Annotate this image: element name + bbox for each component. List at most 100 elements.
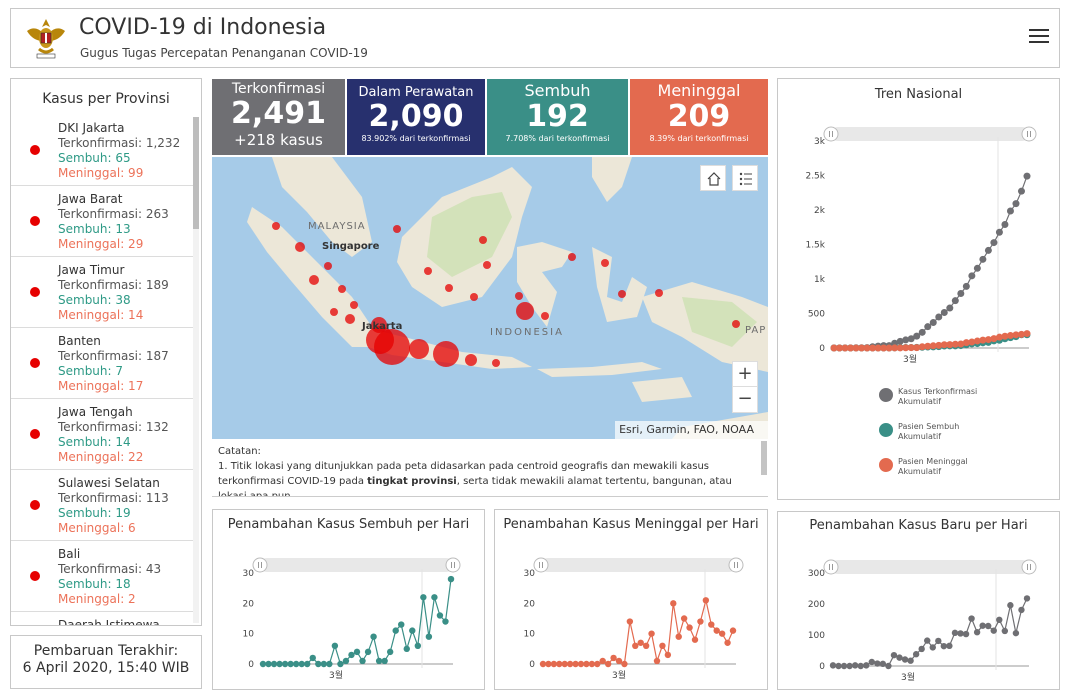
- data-point[interactable]: [420, 594, 427, 601]
- range-slider-track[interactable]: [541, 558, 736, 572]
- hamburger-menu-icon[interactable]: [1029, 25, 1049, 49]
- data-point[interactable]: [425, 633, 433, 640]
- case-marker[interactable]: [330, 308, 338, 316]
- data-point[interactable]: [287, 660, 294, 668]
- data-point[interactable]: [968, 615, 975, 622]
- data-point[interactable]: [315, 660, 322, 668]
- data-point[interactable]: [1023, 330, 1031, 338]
- data-point[interactable]: [841, 344, 849, 352]
- data-point[interactable]: [990, 239, 998, 247]
- legend-button[interactable]: [732, 165, 758, 191]
- data-point[interactable]: [852, 344, 860, 352]
- data-point[interactable]: [973, 264, 981, 272]
- data-point[interactable]: [984, 336, 992, 344]
- data-point[interactable]: [1012, 331, 1020, 339]
- case-marker[interactable]: [655, 289, 663, 297]
- data-point[interactable]: [874, 344, 882, 352]
- data-point[interactable]: [940, 309, 948, 317]
- data-point[interactable]: [1001, 332, 1009, 340]
- data-point[interactable]: [342, 657, 350, 665]
- data-point[interactable]: [885, 662, 892, 670]
- data-point[interactable]: [1007, 602, 1014, 609]
- data-point[interactable]: [561, 660, 568, 668]
- range-slider-start-handle[interactable]: [823, 126, 839, 142]
- case-marker[interactable]: [424, 267, 432, 275]
- data-point[interactable]: [924, 323, 932, 331]
- data-point[interactable]: [577, 660, 585, 668]
- range-slider-track[interactable]: [831, 560, 1029, 574]
- data-point[interactable]: [918, 328, 926, 336]
- data-point[interactable]: [653, 657, 661, 665]
- case-marker[interactable]: [409, 339, 429, 359]
- data-point[interactable]: [896, 344, 904, 352]
- data-point[interactable]: [670, 600, 677, 607]
- data-point[interactable]: [1023, 595, 1031, 602]
- data-point[interactable]: [642, 642, 650, 649]
- data-point[interactable]: [995, 228, 1003, 236]
- data-point[interactable]: [298, 660, 305, 668]
- data-point[interactable]: [907, 335, 915, 343]
- data-point[interactable]: [880, 344, 888, 352]
- data-point[interactable]: [890, 651, 898, 659]
- case-marker[interactable]: [324, 262, 332, 270]
- data-point[interactable]: [1001, 220, 1009, 228]
- case-marker[interactable]: [433, 341, 459, 367]
- case-marker[interactable]: [345, 314, 355, 324]
- data-point[interactable]: [885, 344, 893, 352]
- data-point[interactable]: [304, 660, 311, 668]
- data-point[interactable]: [879, 660, 887, 668]
- province-list-item[interactable]: Jawa Timur Terkonfirmasi: 189 Sembuh: 38 Me…: [11, 257, 195, 328]
- data-point[interactable]: [901, 656, 909, 663]
- data-point[interactable]: [621, 660, 628, 668]
- data-point[interactable]: [1018, 606, 1025, 614]
- data-point[interactable]: [292, 660, 300, 668]
- data-point[interactable]: [957, 289, 965, 297]
- data-point[interactable]: [675, 633, 682, 640]
- data-point[interactable]: [594, 660, 601, 668]
- data-point[interactable]: [1017, 330, 1025, 338]
- data-point[interactable]: [364, 648, 372, 656]
- data-point[interactable]: [913, 344, 921, 352]
- data-point[interactable]: [632, 642, 639, 649]
- case-marker[interactable]: [516, 302, 534, 320]
- data-point[interactable]: [996, 616, 1003, 624]
- range-slider-start-handle[interactable]: [823, 559, 839, 575]
- legend-swatch[interactable]: [879, 423, 893, 437]
- data-point[interactable]: [924, 342, 932, 350]
- trend-chart[interactable]: 0 500 1k 1.5k 2k 2.5k 3k 3월 Kasus Terkonfirmasi A…: [778, 79, 1059, 499]
- case-marker[interactable]: [479, 236, 487, 244]
- data-point[interactable]: [846, 662, 853, 670]
- data-point[interactable]: [588, 660, 596, 668]
- indonesia-map[interactable]: MALAYSIA Singapore Jakarta INDONESIA PAP…: [212, 157, 768, 439]
- legend-swatch[interactable]: [879, 388, 893, 402]
- data-point[interactable]: [637, 639, 644, 646]
- data-point[interactable]: [874, 660, 881, 667]
- data-point[interactable]: [550, 660, 558, 668]
- province-list-scrollbar[interactable]: [193, 117, 199, 623]
- case-marker[interactable]: [732, 320, 740, 328]
- data-point[interactable]: [610, 654, 617, 662]
- zoom-out-button[interactable]: −: [737, 388, 753, 409]
- data-point[interactable]: [935, 341, 943, 349]
- data-point[interactable]: [863, 344, 871, 352]
- data-point[interactable]: [912, 651, 920, 658]
- data-point[interactable]: [353, 648, 361, 656]
- range-slider-end-handle[interactable]: [1021, 126, 1037, 142]
- case-marker[interactable]: [515, 292, 523, 300]
- case-marker[interactable]: [272, 222, 280, 230]
- data-point[interactable]: [1012, 200, 1020, 208]
- data-point[interactable]: [431, 594, 438, 601]
- data-point[interactable]: [973, 337, 981, 345]
- data-point[interactable]: [946, 304, 954, 312]
- case-marker[interactable]: [601, 259, 609, 267]
- data-point[interactable]: [918, 343, 926, 351]
- data-point[interactable]: [962, 630, 970, 638]
- data-point[interactable]: [545, 660, 552, 668]
- data-point[interactable]: [648, 630, 655, 637]
- home-button[interactable]: [700, 165, 726, 191]
- data-point[interactable]: [847, 344, 855, 352]
- data-point[interactable]: [708, 621, 715, 628]
- data-point[interactable]: [946, 642, 953, 650]
- data-point[interactable]: [724, 639, 731, 646]
- data-point[interactable]: [659, 642, 666, 649]
